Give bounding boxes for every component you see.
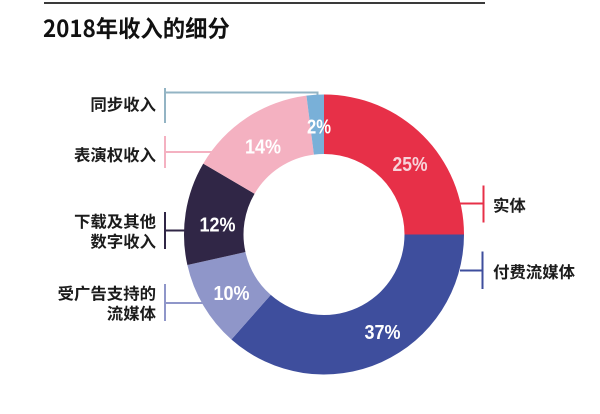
svg-text:2%: 2% xyxy=(307,117,331,139)
svg-text:25%: 25% xyxy=(393,154,428,176)
svg-text:37%: 37% xyxy=(365,322,401,344)
svg-text:12%: 12% xyxy=(200,215,236,237)
svg-text:10%: 10% xyxy=(214,283,250,305)
svg-text:14%: 14% xyxy=(245,137,281,159)
